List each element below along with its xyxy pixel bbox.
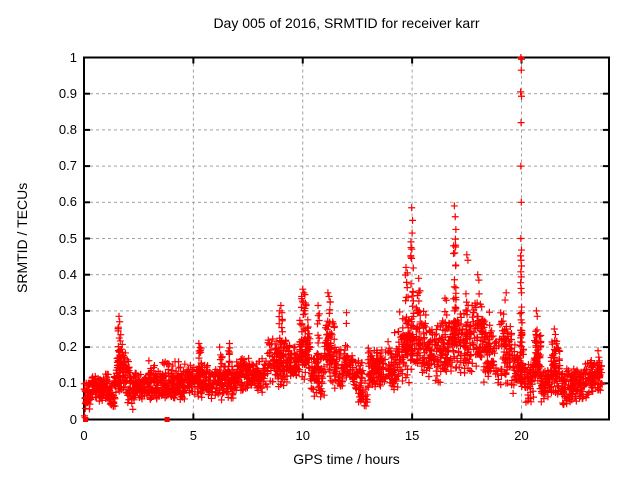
y-axis-label: SRMTID / TECUs [14,182,30,294]
y-tick-label: 0.7 [58,158,77,174]
y-tick-label: 0.6 [58,194,77,210]
y-tick-label: 0.4 [58,266,77,282]
y-tick-label: 0.1 [58,375,77,391]
y-tick-label: 0.8 [58,121,77,137]
x-tick-label: 10 [295,428,310,443]
x-tick-label: 20 [514,428,529,443]
chart-title: Day 005 of 2016, SRMTID for receiver kar… [213,15,480,31]
x-tick-label: 5 [189,428,197,443]
y-tick-label: 0.5 [58,230,77,246]
y-tick-label: 0.2 [58,339,77,355]
y-tick-label: 1 [69,49,77,65]
x-tick-label: 15 [404,428,420,443]
y-tick-label: 0.3 [58,302,77,318]
y-tick-label: 0.9 [58,85,77,101]
y-tick-label: 0 [69,411,77,427]
x-tick-label: 0 [80,428,88,443]
x-axis-label: GPS time / hours [293,451,400,467]
